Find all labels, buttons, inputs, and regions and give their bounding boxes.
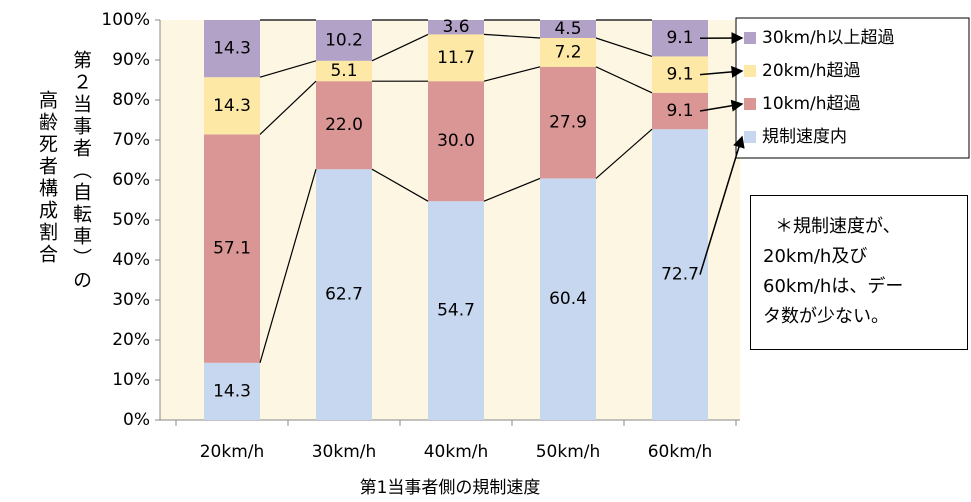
x-tick-label: 50km/h: [536, 442, 601, 462]
y-tick-label: 10%: [112, 370, 150, 390]
legend-arrow: [699, 99, 744, 112]
series-line: [259, 80, 317, 135]
y-tick-label: 0%: [123, 410, 150, 430]
bar-segment: [652, 20, 708, 57]
x-axis-label: 第1当事者側の規制速度: [360, 478, 541, 498]
note-box: ＊規制速度が、 20km/h及び 60km/hは、デー タ数が少ない。: [750, 195, 968, 350]
series-line: [595, 37, 653, 57]
y-tick-label: 90%: [112, 50, 150, 70]
note-line: ＊規制速度が、: [775, 216, 901, 237]
bar-segment: [316, 60, 372, 82]
bar-segment: [652, 129, 708, 420]
y-tick-label: 40%: [112, 250, 150, 270]
legend-box: [735, 17, 970, 159]
data-label: 9.1: [666, 65, 693, 85]
bar-segment: [428, 81, 484, 202]
data-label: 60.4: [549, 289, 587, 309]
x-tick-label: 20km/h: [200, 442, 265, 462]
y-tick-label: 30%: [112, 290, 150, 310]
y-axis-label-line: 高齢死者構成割合: [36, 90, 58, 266]
data-label: 9.1: [666, 101, 693, 121]
bar-segment: [316, 81, 372, 170]
legend-swatch: [744, 32, 756, 44]
data-label: 54.7: [437, 301, 475, 321]
legend-swatch: [744, 131, 756, 143]
legend-label: 30km/h以上超過: [762, 28, 895, 48]
x-tick-label: 40km/h: [424, 442, 489, 462]
data-label: 4.5: [554, 19, 581, 39]
note-line: 60km/hは、デー: [763, 276, 904, 297]
data-label: 11.7: [437, 48, 475, 68]
legend-swatch: [744, 98, 756, 110]
legend-label: 20km/h超過: [762, 61, 861, 81]
data-label: 10.2: [325, 30, 363, 50]
bar-segment: [428, 34, 484, 82]
bar-segment: [316, 20, 372, 61]
bar-segment: [428, 201, 484, 420]
data-label: 5.1: [330, 61, 357, 81]
y-axis-label: 第２当事者（自転車）の 高齢死者構成割合: [30, 50, 98, 292]
series-line: [371, 33, 429, 62]
bar-segment: [204, 77, 260, 135]
series-line: [595, 128, 653, 179]
series-line: [483, 66, 541, 82]
bar-segment: [204, 134, 260, 363]
bar-segment: [204, 362, 260, 420]
legend-swatch: [744, 65, 756, 77]
series-line: [483, 177, 541, 202]
data-label: 14.3: [213, 381, 251, 401]
series-line: [259, 60, 317, 78]
x-tick-label: 30km/h: [312, 442, 377, 462]
data-label: 30.0: [437, 131, 475, 151]
y-tick-label: 20%: [112, 330, 150, 350]
note-line: タ数が少ない。: [763, 306, 889, 327]
y-tick-label: 70%: [112, 130, 150, 150]
series-line: [259, 169, 317, 363]
bar-segment: [428, 20, 484, 35]
data-label: 7.2: [554, 42, 581, 62]
y-tick-label: 50%: [112, 210, 150, 230]
data-label: 14.3: [213, 96, 251, 116]
bar-segment: [652, 56, 708, 93]
data-label: 62.7: [325, 285, 363, 305]
note-line: 20km/h及び: [763, 246, 868, 267]
bar-segment: [204, 20, 260, 78]
x-tick-label: 60km/h: [648, 442, 713, 462]
legend-arrow: [699, 65, 744, 78]
legend-arrow: [699, 135, 745, 275]
y-axis-label-line: 第２当事者（自転車）の: [70, 50, 92, 292]
legend-label: 10km/h超過: [762, 94, 861, 114]
data-label: 57.1: [213, 239, 251, 259]
y-tick-label: 60%: [112, 170, 150, 190]
data-label: 9.1: [666, 28, 693, 48]
data-label: 14.3: [213, 39, 251, 59]
data-label: 22.0: [325, 115, 363, 135]
series-line: [595, 66, 653, 94]
y-tick-label: 80%: [112, 90, 150, 110]
bar-segment: [540, 38, 596, 67]
bar-segment: [540, 20, 596, 38]
series-line: [483, 33, 541, 39]
data-label: 3.6: [442, 17, 469, 37]
bar-segment: [652, 92, 708, 130]
legend-label: 規制速度内: [762, 127, 847, 147]
bar-segment: [316, 169, 372, 420]
bar-segment: [540, 66, 596, 179]
series-line: [371, 168, 429, 202]
y-tick-label: 100%: [101, 10, 150, 30]
data-label: 72.7: [661, 265, 699, 285]
bar-segment: [540, 178, 596, 420]
data-label: 27.9: [549, 113, 587, 133]
